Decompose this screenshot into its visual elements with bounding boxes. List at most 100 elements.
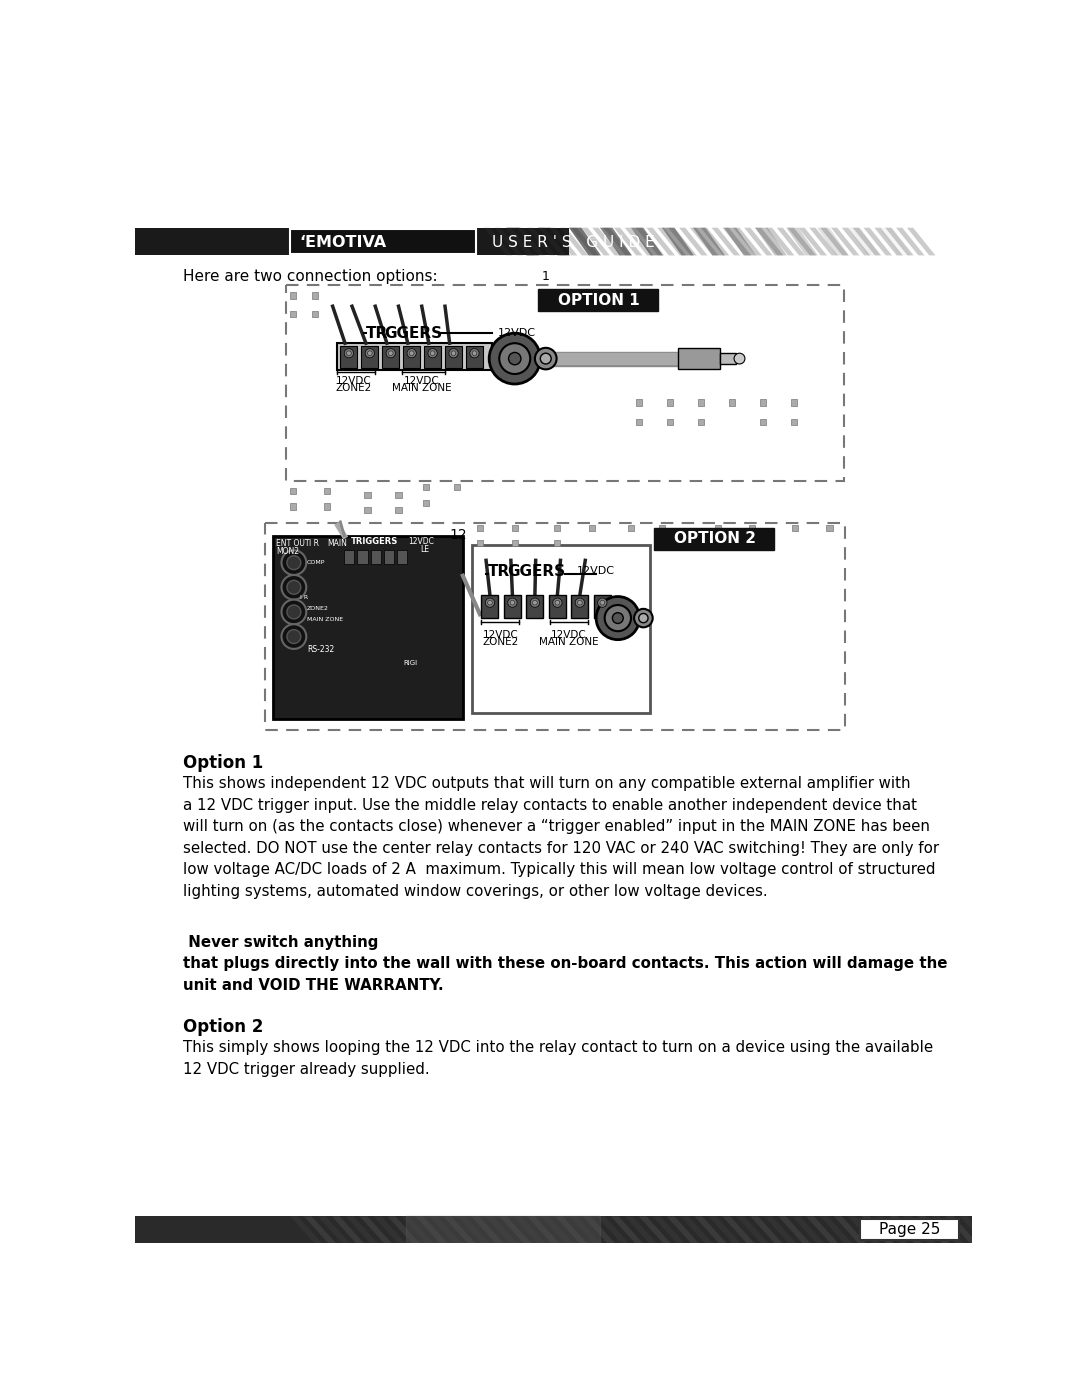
Text: GGERS: GGERS bbox=[507, 564, 565, 580]
Bar bbox=[715, 525, 721, 531]
Circle shape bbox=[555, 601, 559, 605]
Polygon shape bbox=[549, 228, 578, 256]
Text: ZONE2: ZONE2 bbox=[336, 383, 372, 393]
Polygon shape bbox=[864, 228, 892, 256]
Bar bbox=[482, 595, 499, 617]
Text: LE: LE bbox=[420, 545, 429, 555]
Text: TR: TR bbox=[488, 564, 510, 580]
Bar bbox=[135, 228, 569, 256]
Text: RIGI: RIGI bbox=[403, 661, 417, 666]
Bar bbox=[324, 503, 330, 510]
Text: OPTION 2: OPTION 2 bbox=[674, 531, 756, 546]
Circle shape bbox=[535, 348, 556, 369]
Polygon shape bbox=[876, 1217, 908, 1243]
Polygon shape bbox=[625, 1217, 657, 1243]
Bar bbox=[362, 345, 378, 367]
Polygon shape bbox=[946, 1217, 977, 1243]
Polygon shape bbox=[631, 228, 663, 256]
Polygon shape bbox=[484, 228, 512, 256]
Bar bbox=[748, 525, 755, 531]
Polygon shape bbox=[545, 352, 677, 366]
Polygon shape bbox=[513, 1217, 545, 1243]
Bar bbox=[472, 545, 650, 712]
Polygon shape bbox=[647, 228, 675, 256]
Text: ZONE2: ZONE2 bbox=[483, 637, 518, 647]
Text: OPTION 1: OPTION 1 bbox=[557, 292, 639, 307]
Text: ‘EMOTIVA: ‘EMOTIVA bbox=[299, 235, 387, 250]
Bar bbox=[698, 419, 704, 425]
Polygon shape bbox=[960, 1217, 991, 1243]
Polygon shape bbox=[570, 228, 599, 256]
Bar bbox=[364, 492, 370, 497]
Text: MAIN: MAIN bbox=[327, 539, 347, 548]
Polygon shape bbox=[597, 1217, 629, 1243]
Circle shape bbox=[597, 598, 607, 608]
Polygon shape bbox=[569, 1217, 602, 1243]
Text: TR: TR bbox=[366, 326, 388, 341]
Circle shape bbox=[489, 334, 540, 384]
Bar bbox=[791, 400, 797, 405]
Text: ZONE2: ZONE2 bbox=[307, 605, 329, 610]
Text: ENT OUT: ENT OUT bbox=[276, 539, 310, 548]
Bar bbox=[135, 1217, 972, 1243]
Circle shape bbox=[282, 576, 307, 599]
Polygon shape bbox=[793, 1217, 824, 1243]
Polygon shape bbox=[652, 1217, 685, 1243]
Bar bbox=[291, 312, 296, 317]
Circle shape bbox=[530, 598, 540, 608]
Text: MAIN ZONE: MAIN ZONE bbox=[539, 637, 598, 647]
Bar bbox=[666, 400, 673, 405]
Text: Never switch anything
that plugs directly into the wall with these on-board cont: Never switch anything that plugs directl… bbox=[183, 935, 947, 993]
Polygon shape bbox=[755, 228, 783, 256]
Bar bbox=[627, 525, 634, 531]
Polygon shape bbox=[541, 1217, 573, 1243]
Circle shape bbox=[282, 599, 307, 624]
Bar bbox=[340, 345, 357, 367]
Bar bbox=[512, 525, 517, 531]
Text: I R: I R bbox=[300, 595, 308, 599]
Bar bbox=[504, 595, 521, 617]
Circle shape bbox=[282, 624, 307, 648]
Bar bbox=[291, 503, 296, 510]
Polygon shape bbox=[505, 228, 534, 256]
Polygon shape bbox=[809, 228, 838, 256]
Bar bbox=[273, 535, 463, 719]
Polygon shape bbox=[581, 228, 610, 256]
Bar bbox=[698, 400, 704, 405]
Polygon shape bbox=[638, 1217, 671, 1243]
Text: Option 2: Option 2 bbox=[183, 1018, 264, 1037]
Polygon shape bbox=[458, 1217, 489, 1243]
Bar bbox=[759, 419, 766, 425]
Bar bbox=[476, 525, 483, 531]
Circle shape bbox=[287, 605, 301, 619]
Polygon shape bbox=[346, 1217, 378, 1243]
Bar bbox=[636, 419, 642, 425]
Polygon shape bbox=[516, 228, 544, 256]
FancyBboxPatch shape bbox=[654, 528, 774, 549]
Text: This shows independent 12 VDC outputs that will turn on any compatible external : This shows independent 12 VDC outputs th… bbox=[183, 775, 940, 898]
Text: RS-232: RS-232 bbox=[307, 645, 335, 654]
Circle shape bbox=[485, 598, 495, 608]
Polygon shape bbox=[485, 1217, 517, 1243]
Circle shape bbox=[499, 344, 530, 374]
Polygon shape bbox=[679, 228, 707, 256]
Circle shape bbox=[449, 349, 458, 358]
Text: 12VDC: 12VDC bbox=[336, 376, 372, 386]
Polygon shape bbox=[559, 228, 589, 256]
Polygon shape bbox=[932, 1217, 963, 1243]
Text: U S E R ' S   G U I D E: U S E R ' S G U I D E bbox=[491, 235, 654, 250]
Circle shape bbox=[472, 351, 476, 355]
Polygon shape bbox=[471, 1217, 503, 1243]
Polygon shape bbox=[765, 1217, 796, 1243]
Polygon shape bbox=[669, 228, 697, 256]
Circle shape bbox=[576, 598, 584, 608]
Polygon shape bbox=[806, 1217, 838, 1243]
Polygon shape bbox=[820, 1217, 852, 1243]
Text: 12VDC: 12VDC bbox=[404, 376, 440, 386]
Polygon shape bbox=[613, 228, 643, 256]
Polygon shape bbox=[816, 228, 849, 256]
Polygon shape bbox=[303, 1217, 336, 1243]
Polygon shape bbox=[831, 228, 860, 256]
Circle shape bbox=[509, 352, 521, 365]
Bar bbox=[403, 345, 420, 367]
